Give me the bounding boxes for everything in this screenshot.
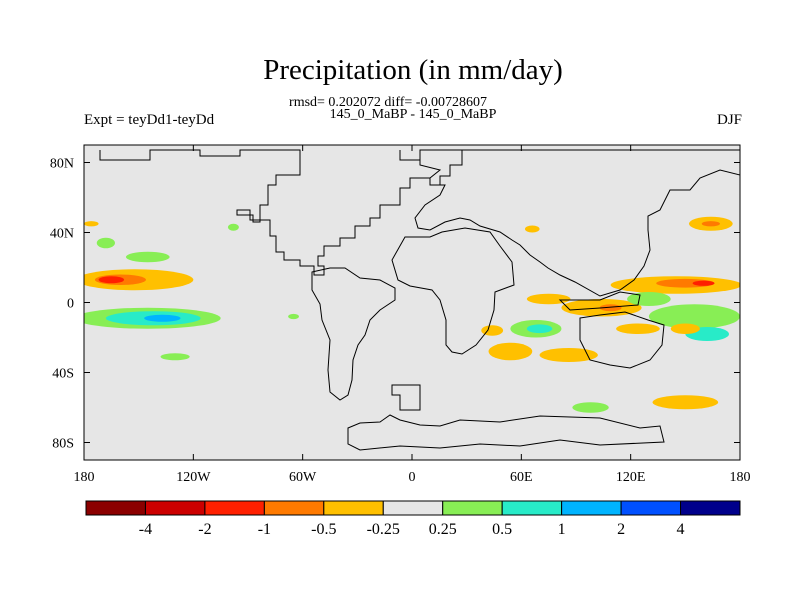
anomaly-region (227, 223, 239, 231)
colorbar: -4 -2 -1 -0.5 -0.25 0.25 0.5 1 2 4 (85, 500, 741, 538)
colorbar-label: 2 (617, 521, 625, 538)
x-tick-label: 0 (409, 470, 416, 485)
anomaly-region (125, 251, 170, 263)
colorbar-swatch (561, 500, 622, 516)
x-tick-label: 120W (176, 470, 211, 485)
chart-title: Precipitation (in mm/day) (263, 54, 563, 86)
anomaly-region (526, 293, 571, 305)
coastline-southern-islands (391, 384, 421, 411)
anomaly-region (98, 276, 125, 284)
anomaly-region (524, 225, 540, 233)
x-tick-label: 180 (74, 470, 95, 485)
colorbar-swatch (382, 500, 444, 516)
continent-outlines (99, 149, 740, 451)
coastline-indonesia (558, 291, 641, 311)
colorbar-swatch (442, 500, 503, 516)
anomaly-region (670, 323, 700, 334)
colorbar-swatch (144, 500, 206, 516)
anomaly-region (539, 348, 598, 362)
anomaly-region (627, 292, 671, 306)
colorbar-label: -0.5 (311, 521, 336, 538)
coastline-antarctica (347, 414, 665, 451)
coastline-africa (391, 227, 515, 355)
x-tick-label: 120E (616, 470, 646, 485)
y-tick-label: 0 (67, 297, 74, 312)
coastline-eurasia (414, 149, 740, 297)
colorbar-label: -2 (198, 521, 211, 538)
colorbar-swatch (323, 500, 384, 516)
y-tick-label: 80N (50, 157, 74, 172)
case-line: 145_0_MaBP - 145_0_MaBP (329, 107, 497, 122)
anomaly-region (701, 221, 720, 227)
colorbar-label: 1 (558, 521, 566, 538)
colorbar-swatch (680, 500, 741, 516)
coastline-south-america (311, 267, 396, 401)
stats-line: rmsd= 0.202072 diff= -0.00728607 (289, 95, 487, 110)
coastline-north-america (99, 149, 463, 276)
x-tick-label: 60E (510, 470, 533, 485)
season-label: DJF (716, 112, 742, 128)
anomaly-region (652, 395, 719, 410)
colorbar-label: -1 (258, 521, 271, 538)
anomaly-region (160, 353, 190, 361)
anomaly-region (692, 280, 715, 286)
colorbar-swatch (620, 500, 682, 516)
colorbar-swatch (85, 500, 146, 516)
anomaly-region (648, 304, 740, 329)
anomaly-region (616, 323, 660, 334)
colorbar-label: -4 (139, 521, 152, 538)
anomaly-region (144, 314, 181, 322)
anomaly-region (599, 304, 622, 312)
colorbar-label: -0.25 (367, 521, 400, 538)
anomaly-region (84, 221, 99, 227)
colorbar-swatch (501, 500, 563, 516)
coastline-australia (579, 311, 665, 369)
y-tick-label: 40S (52, 367, 74, 382)
axis-ticks: 180 120W 60W 0 60E 120E 180 80N 40N 0 40S 80S (50, 145, 751, 485)
colorbar-label: 0.25 (429, 521, 457, 538)
colorbar-swatch (204, 500, 265, 516)
y-tick-label: 80S (52, 437, 74, 452)
x-tick-label: 60W (289, 470, 317, 485)
y-tick-label: 40N (50, 227, 74, 242)
anomaly-region (288, 313, 300, 320)
anomaly-region (96, 237, 115, 249)
colorbar-label: 0.5 (492, 521, 512, 538)
colorbar-label: 4 (677, 521, 685, 538)
experiment-label: Expt = teyDd1-teyDd (84, 112, 215, 128)
colorbar-swatch (263, 500, 325, 516)
anomaly-region (526, 324, 553, 334)
anomaly-region (481, 325, 504, 336)
x-tick-label: 180 (730, 470, 751, 485)
anomaly-region (488, 342, 533, 361)
anomaly-region (572, 402, 609, 413)
